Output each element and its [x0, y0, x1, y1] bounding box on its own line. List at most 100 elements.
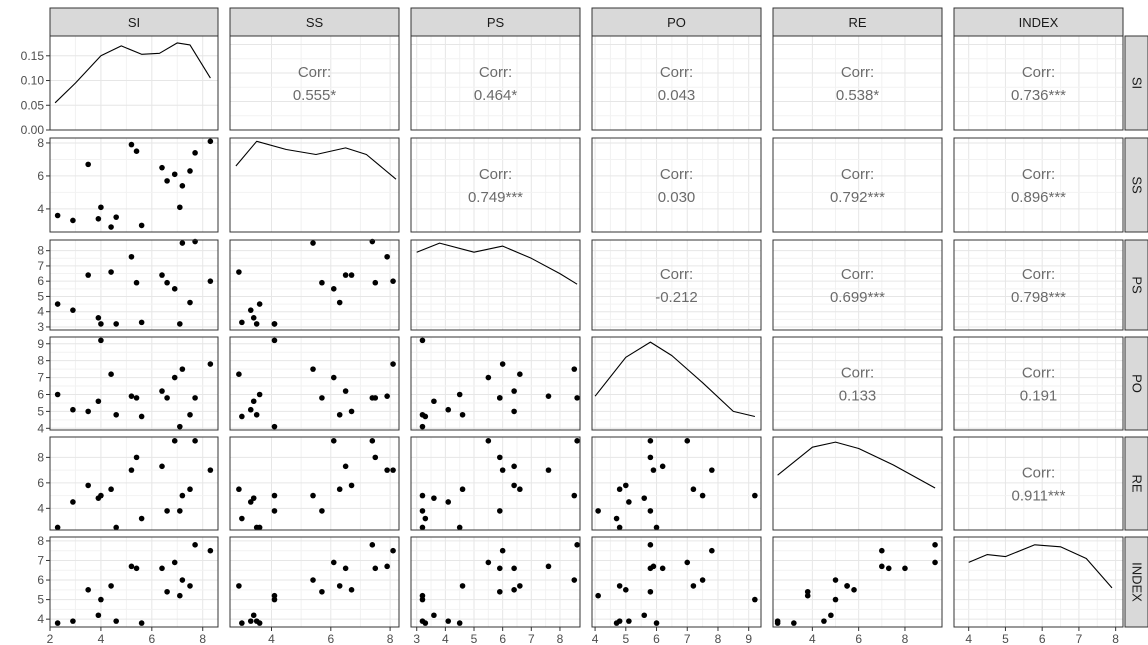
scatter-point [511, 463, 517, 470]
scatter-point [179, 240, 186, 246]
scatter-point [595, 592, 601, 599]
panel-po-re: Corr: 0.133 [772, 336, 943, 431]
panel-border [229, 336, 400, 431]
x-tick-label: 4 [442, 632, 449, 645]
scatter-point [192, 438, 198, 444]
scatter-point [310, 240, 316, 246]
corr-label: Corr: [298, 64, 331, 81]
scatter-point [499, 467, 506, 473]
scatter-point [496, 454, 503, 461]
column-strip-bg [953, 7, 1124, 37]
x-tick-label: 6 [855, 632, 862, 645]
scatter-point [511, 565, 517, 572]
panel-border [49, 336, 219, 431]
scatter-point [250, 314, 257, 321]
x-tick-label: 8 [387, 632, 394, 645]
scatter-point [485, 374, 492, 381]
panel-ps-ps [410, 239, 581, 331]
panel-re-po [591, 436, 762, 531]
scatter-point [348, 408, 355, 415]
row-strip-label: INDEX [1130, 562, 1145, 602]
scatter-point [342, 463, 349, 470]
y-tick-label: 7 [37, 259, 44, 273]
scatter-point [187, 299, 193, 306]
scatter-point [98, 492, 104, 499]
panel-border [410, 239, 581, 331]
scatter-point [247, 406, 254, 413]
scatter-point [95, 398, 102, 405]
x-tick-label: 5 [471, 632, 478, 645]
scatter-point [774, 618, 781, 624]
scatter-point [179, 577, 186, 583]
scatter-point [70, 406, 76, 413]
panel-bg [773, 537, 942, 627]
panel-ss-ps: Corr: 0.749*** [410, 137, 581, 233]
panel-border [49, 536, 219, 628]
scatter-point [336, 299, 343, 306]
scatter-point [419, 592, 426, 599]
scatter-point [496, 588, 503, 595]
scatter-point [336, 583, 343, 589]
corr-value: 0.792*** [830, 189, 885, 206]
panel-border [591, 336, 762, 431]
scatter-point [804, 592, 811, 599]
scatter-point [85, 161, 91, 168]
panel-border [772, 436, 943, 531]
panel-ps-po: Corr: -0.212 [591, 239, 762, 331]
scatter-point [647, 438, 654, 444]
scatter-point [372, 454, 379, 461]
column-strip-re: RE [772, 7, 943, 37]
scatter-point [187, 583, 193, 589]
scatter-point [253, 618, 260, 624]
scatter-point [159, 388, 165, 394]
scatter-point [419, 596, 426, 603]
scatter-point [239, 515, 245, 522]
panel-bg [411, 437, 580, 530]
scatter-point [319, 395, 325, 401]
corr-label: Corr: [1022, 365, 1055, 382]
scatter-point [626, 618, 632, 624]
corr-label: Corr: [1022, 64, 1055, 81]
y-tick-label: 5 [37, 404, 44, 418]
panel-border [953, 35, 1124, 131]
panel-bg [50, 240, 218, 330]
panel-bg [50, 537, 218, 627]
x-tick-label: 2 [47, 632, 54, 645]
row-strip-bg [1124, 436, 1148, 531]
scatter-point [253, 524, 260, 531]
panel-border [591, 137, 762, 233]
scatter-point [271, 592, 278, 599]
panel-re-index: Corr: 0.911*** [953, 436, 1124, 531]
scatter-point [177, 204, 183, 211]
scatter-point [752, 492, 758, 499]
panel-ss-ss [229, 137, 400, 233]
scatter-point [330, 559, 337, 566]
panel-border [229, 137, 400, 233]
scatter-point [456, 524, 463, 531]
scatter-point [70, 217, 76, 224]
panel-bg [773, 240, 942, 330]
scatter-point [310, 492, 316, 499]
scatter-point [271, 596, 278, 603]
corr-label: Corr: [660, 266, 693, 283]
panel-border [772, 239, 943, 331]
y-tick-label: 4 [37, 305, 44, 319]
scatter-point [342, 388, 349, 394]
panel-border [410, 35, 581, 131]
scatter-point [236, 269, 242, 275]
y-tick-label: 4 [37, 612, 44, 626]
panel-bg [954, 138, 1123, 232]
scatter-point [650, 467, 657, 473]
corr-label: Corr: [660, 166, 693, 183]
panel-ss-re: Corr: 0.792*** [772, 137, 943, 233]
scatter-point [690, 486, 697, 493]
scatter-point [164, 395, 170, 401]
y-tick-label: 5 [37, 289, 44, 303]
scatter-point [372, 565, 379, 572]
corr-value: 0.896*** [1011, 189, 1066, 206]
scatter-point [641, 612, 648, 619]
row-strip-label: RE [1130, 474, 1145, 492]
scatter-point [171, 171, 178, 178]
panel-bg [954, 537, 1123, 627]
panel-bg [230, 437, 399, 530]
